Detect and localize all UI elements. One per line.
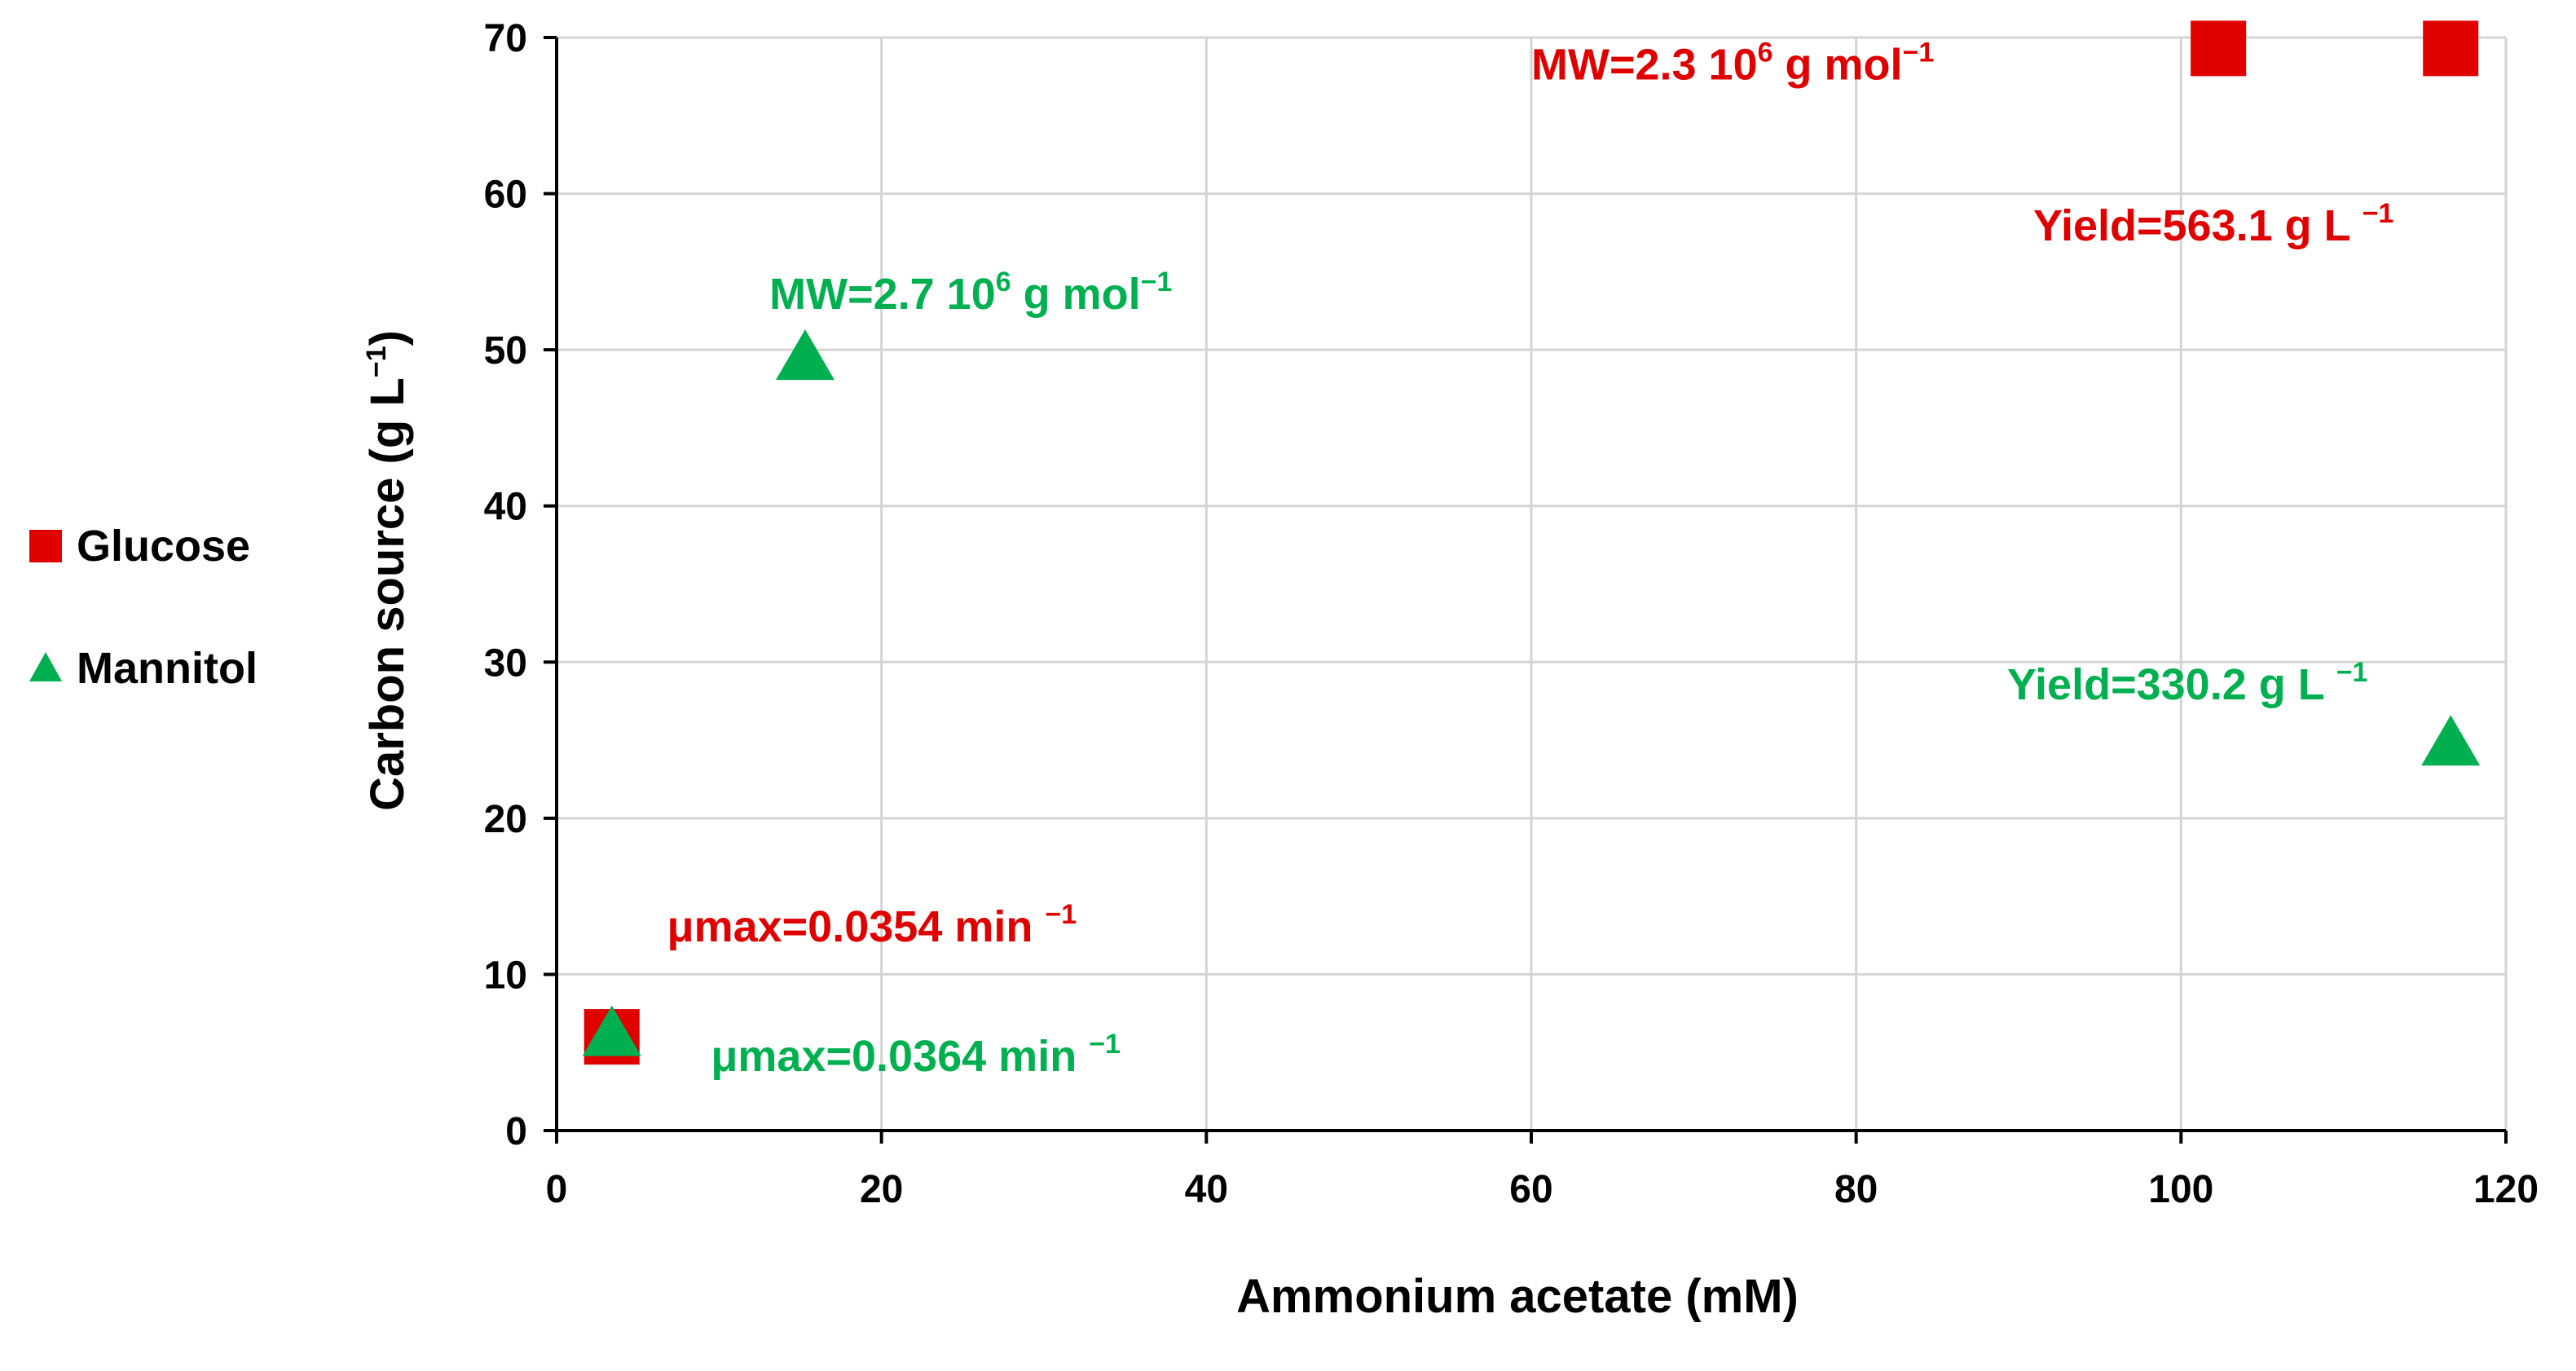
- y-tick-label: 50: [484, 329, 527, 373]
- glucose-point: [2423, 20, 2479, 77]
- x-tick-label: 100: [2148, 1168, 2213, 1211]
- x-tick-label: 0: [546, 1168, 568, 1211]
- y-tick-label: 30: [484, 641, 527, 685]
- annotation-yield-glucose: Yield=563.1 g L −1: [2033, 198, 2393, 250]
- y-tick-label: 20: [484, 798, 527, 841]
- annotation-umax-mannitol: μmax=0.0364 min −1: [711, 1029, 1121, 1081]
- legend-triangle-icon: [29, 652, 62, 681]
- y-axis-title-main: Carbon source (g L: [361, 377, 414, 811]
- x-tick-label: 80: [1834, 1168, 1878, 1211]
- y-axis-title-sup: −1: [361, 346, 392, 377]
- annotation-mw-mannitol: MW=2.7 106 g mol−1: [769, 267, 1172, 319]
- x-tick-label: 120: [2473, 1168, 2539, 1211]
- x-axis-title: Ammonium acetate (mM): [1236, 1270, 1799, 1323]
- y-tick-label: 40: [484, 486, 527, 529]
- gridlines: [557, 36, 2508, 1131]
- data-markers: [582, 20, 2481, 1065]
- y-tick-label: 10: [484, 954, 527, 997]
- legend-square-icon: [29, 530, 62, 562]
- y-axis-title: Carbon source (g L−1): [361, 330, 414, 811]
- legend: Glucose Mannitol: [29, 522, 258, 693]
- tick-labels: 0 20 40 60 80 100 120 0 10 20 30 40 50 60 70: [484, 17, 2539, 1211]
- x-tick-label: 20: [860, 1168, 903, 1211]
- annotation-umax-glucose: μmax=0.0354 min −1: [667, 899, 1077, 951]
- y-tick-label: 60: [484, 174, 527, 217]
- x-tick-label: 60: [1509, 1168, 1552, 1211]
- mannitol-point: [582, 1005, 641, 1056]
- y-tick-label: 70: [484, 17, 527, 60]
- x-tick-label: 40: [1185, 1168, 1228, 1211]
- mannitol-point: [775, 329, 834, 381]
- legend-label-mannitol: Mannitol: [77, 644, 258, 693]
- mannitol-point: [2421, 715, 2481, 766]
- axes: [544, 36, 2508, 1144]
- annotation-yield-mannitol: Yield=330.2 g L −1: [2007, 657, 2367, 709]
- annotation-mw-glucose: MW=2.3 106 g mol−1: [1531, 37, 1934, 90]
- legend-label-glucose: Glucose: [77, 522, 250, 571]
- y-axis-title-close: ): [361, 330, 414, 346]
- annotations: MW=2.3 106 g mol−1 Yield=563.1 g L −1 MW=2…: [667, 37, 2394, 1081]
- glucose-point: [2191, 20, 2247, 77]
- y-tick-label: 0: [505, 1110, 527, 1153]
